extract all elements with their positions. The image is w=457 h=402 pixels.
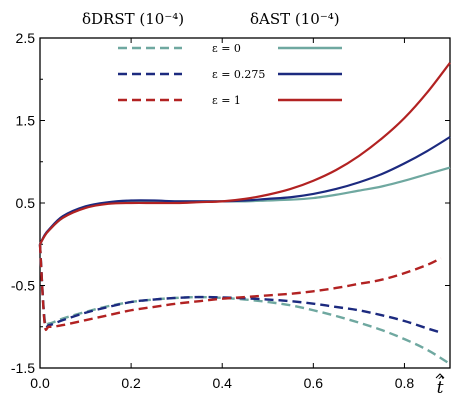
x-axis-label-hat (435, 373, 445, 379)
x-tick-label: 0.0 (30, 375, 50, 391)
series-line-ast-5 (39, 62, 451, 245)
legend-label: ε = 1 (212, 94, 241, 107)
legend: ε = 0 ε = 0.275 ε = 1 (118, 42, 342, 107)
x-tick-label: 0.4 (212, 375, 232, 391)
y-tick-label: 1.5 (16, 113, 36, 129)
series-line-drst-1 (38, 244, 442, 334)
column-header-ast: δAST (10⁻⁴) (250, 10, 340, 28)
x-tick-label: 0.2 (121, 375, 141, 391)
x-tick-label: 0.6 (304, 375, 324, 391)
y-tick-label: -1.5 (11, 360, 35, 376)
series-line-drst-2 (38, 244, 442, 332)
series-line-drst-0 (38, 244, 451, 365)
y-tick-label: 0.5 (16, 195, 36, 211)
x-axis-label: t̂ (437, 376, 444, 398)
series-line-ast-4 (39, 136, 451, 245)
legend-label: ε = 0.275 (212, 68, 265, 81)
series-line-ast-3 (39, 166, 451, 245)
y-tick-label: -0.5 (11, 278, 35, 294)
legend-label: ε = 0 (212, 42, 241, 55)
tick-marks (39, 37, 450, 369)
series-lines (38, 62, 451, 365)
y-tick-label: 2.5 (16, 30, 36, 46)
column-header-drst: δDRST (10⁻⁴) (82, 10, 184, 28)
x-tick-label: 0.8 (395, 375, 415, 391)
tick-labels: 0.0 0.2 0.4 0.6 0.8 2.5 1.5 0.5 -0.5 -1.5 (11, 30, 445, 391)
